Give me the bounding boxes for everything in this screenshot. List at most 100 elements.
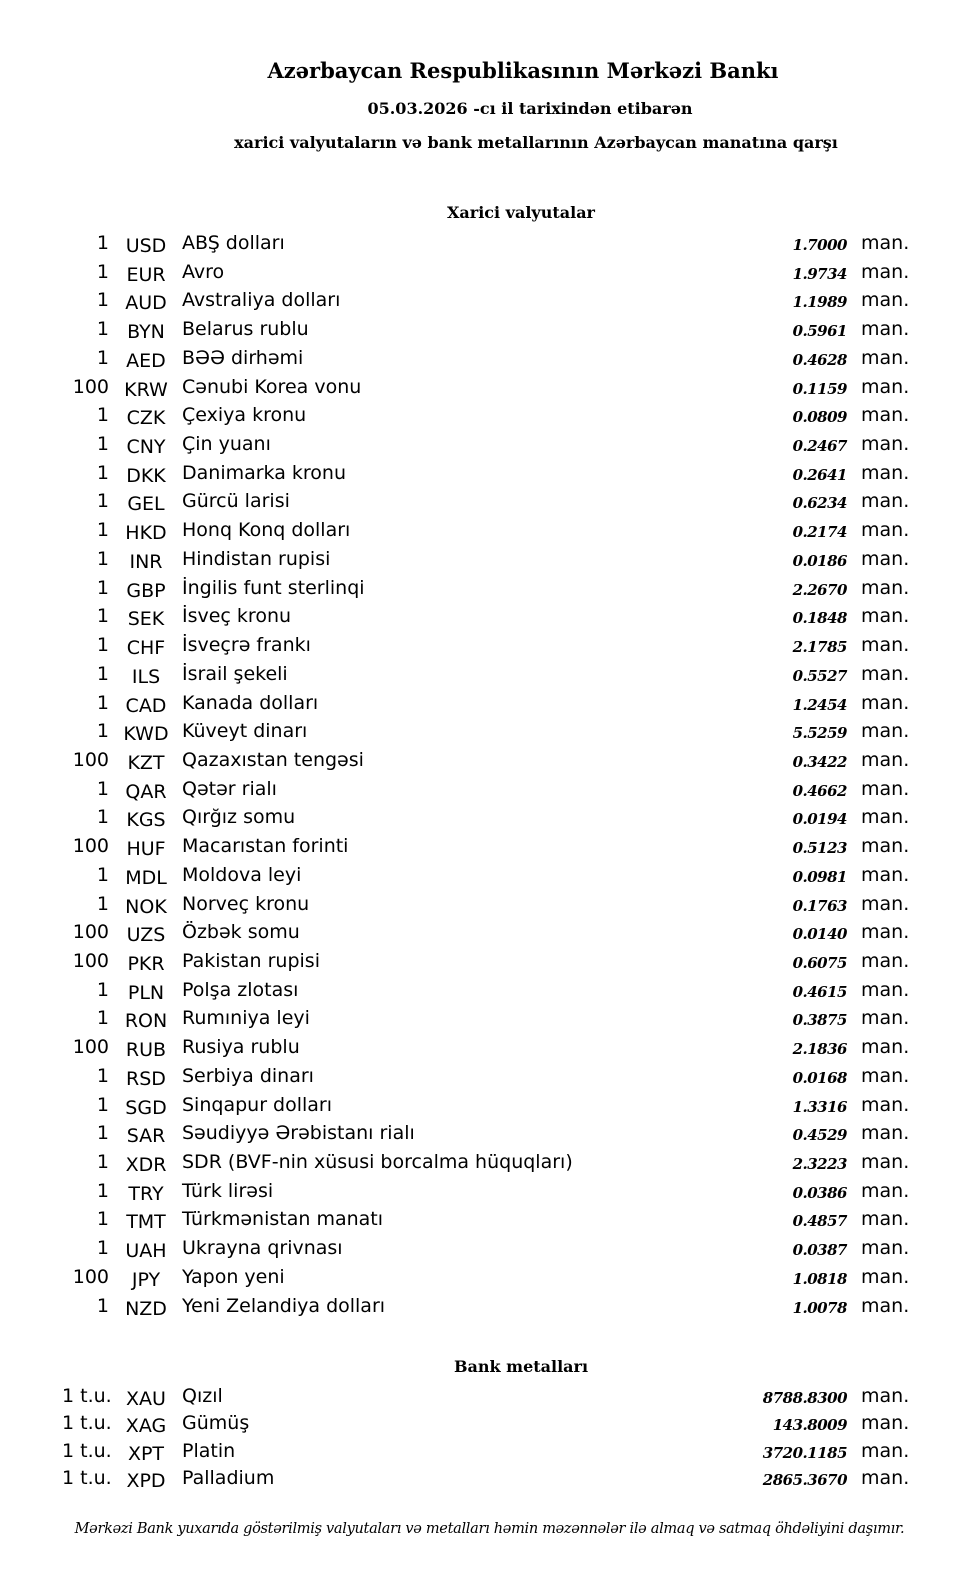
rate-cell: 0.1763 [792, 896, 848, 915]
name-cell: Moldova leyi [182, 863, 302, 886]
name-cell: Qazaxıstan tengəsi [182, 748, 364, 771]
code-cell: CNY [126, 436, 166, 459]
amount-cell: 1 [96, 576, 109, 599]
amount-cell: 1 [96, 490, 109, 513]
code-cell: KZT [127, 751, 165, 774]
rate-cell: 0.4615 [792, 982, 848, 1001]
metal-row: 1 t.u. XPT Platin 3720.1185 man. [0, 1438, 979, 1465]
name-cell: Rumıniya leyi [182, 1007, 310, 1030]
currency-row: 1 ILS İsrail şekeli 0.5527 man. [0, 661, 979, 690]
rate-cell: 1.7000 [792, 236, 848, 254]
unit-cell: man. [861, 892, 910, 915]
page-title: Azərbaycan Respublikasının Mərkəzi Bankı [267, 58, 779, 83]
currency-row: 1 SGD Sinqapur dolları 1.3316 man. [0, 1092, 979, 1121]
code-cell: CZK [126, 407, 166, 430]
code-cell: TRY [128, 1182, 164, 1205]
name-cell: Kanada dolları [182, 691, 319, 714]
rate-cell: 0.5527 [792, 666, 848, 685]
rate-cell: 1.2454 [792, 695, 848, 714]
name-cell: İsveçrə frankı [182, 634, 311, 657]
name-cell: Macarıstan forinti [182, 835, 349, 858]
unit-cell: man. [861, 949, 910, 972]
unit-cell: man. [861, 1385, 910, 1407]
name-cell: Hindistan rupisi [182, 547, 331, 570]
unit-cell: man. [861, 1064, 910, 1087]
unit-cell: man. [861, 662, 910, 685]
unit-cell: man. [861, 1151, 910, 1173]
amount-cell: 1 [96, 461, 109, 484]
currency-row: 100 KRW Cənubi Korea vonu 0.1159 man. [0, 374, 979, 403]
metals-list: 1 t.u. XAU Qızıl 8788.8300 man. 1 t.u. XAG Gümü… [0, 1383, 979, 1492]
unit-cell: man. [861, 720, 910, 743]
currency-row: 1 GEL Gürcü larisi 0.6234 man. [0, 488, 979, 517]
currency-row: 1 CAD Kanada dolları 1.2454 man. [0, 690, 979, 719]
unit-cell: man. [861, 260, 910, 283]
name-cell: İngilis funt sterlinqi [182, 576, 365, 599]
metal-row: 1 t.u. XAU Qızıl 8788.8300 man. [0, 1383, 979, 1410]
code-cell: AUD [125, 292, 167, 315]
amount-cell: 1 [96, 318, 109, 341]
date-line: 05.03.2026 -cı il tarixindən etibarən [367, 99, 693, 118]
unit-cell: man. [861, 232, 910, 254]
name-cell: Palladium [182, 1466, 275, 1489]
amount-cell: 1 [96, 777, 109, 800]
amount-cell: 1 [96, 289, 109, 312]
name-cell: Qırğız somu [182, 806, 296, 829]
rate-cell: 1.3316 [792, 1097, 848, 1116]
rate-cell: 0.0140 [792, 925, 848, 944]
unit-cell: man. [861, 1122, 910, 1145]
currency-row: 1 SEK İsveç kronu 0.1848 man. [0, 603, 979, 632]
code-cell: MDL [125, 866, 167, 889]
code-cell: PKR [127, 952, 165, 975]
currency-list: 1 USD ABŞ dolları 1.7000 man. 1 EUR Avro 1.9734 m… [0, 230, 979, 1321]
code-cell: HUF [126, 838, 166, 861]
unit-cell: man. [861, 1439, 910, 1462]
amount-cell: 1 [96, 806, 109, 829]
code-cell: XAU [126, 1388, 166, 1410]
rate-cell: 0.1159 [792, 379, 848, 398]
currency-row: 1 QAR Qətər rialı 0.4662 man. [0, 776, 979, 805]
rate-cell: 0.5961 [792, 322, 848, 341]
rate-cell: 0.4662 [792, 781, 848, 800]
name-cell: Türkmənistan manatı [182, 1208, 384, 1231]
code-cell: ILS [131, 665, 161, 688]
amount-cell: 100 [72, 835, 109, 858]
amount-cell: 1 [96, 1208, 109, 1231]
name-cell: Pakistan rupisi [182, 949, 320, 972]
unit-cell: man. [861, 1294, 910, 1317]
amount-cell: 1 [96, 260, 109, 283]
unit-cell: man. [861, 605, 910, 628]
code-cell: CAD [125, 694, 167, 717]
currency-row: 1 RSD Serbiya dinarı 0.0168 man. [0, 1063, 979, 1092]
unit-cell: man. [861, 1412, 910, 1435]
amount-cell: 1 t.u. [62, 1385, 112, 1407]
code-cell: GBP [126, 579, 166, 602]
name-cell: Serbiya dinarı [182, 1064, 314, 1087]
currency-row: 1 USD ABŞ dolları 1.7000 man. [0, 230, 979, 259]
amount-cell: 1 [96, 691, 109, 714]
rate-cell: 0.0386 [792, 1183, 848, 1202]
amount-cell: 1 t.u. [62, 1439, 112, 1462]
currency-row: 1 NZD Yeni Zelandiya dolları 1.0078 man. [0, 1293, 979, 1322]
rate-cell: 0.4857 [792, 1212, 848, 1231]
amount-cell: 1 [96, 978, 109, 1001]
metal-row: 1 t.u. XPD Palladium 2865.3670 man. [0, 1465, 979, 1492]
amount-cell: 1 [96, 1064, 109, 1087]
rate-cell: 1.9734 [792, 264, 848, 283]
amount-cell: 100 [72, 949, 109, 972]
currency-row: 1 GBP İngilis funt sterlinqi 2.2670 man. [0, 575, 979, 604]
name-cell: Sinqapur dolları [182, 1093, 333, 1116]
unit-cell: man. [861, 1093, 910, 1116]
name-cell: Çexiya kronu [182, 404, 307, 427]
code-cell: KWD [123, 723, 169, 746]
name-cell: Norveç kronu [182, 892, 310, 915]
rate-cell: 1.0078 [792, 1298, 848, 1317]
unit-cell: man. [861, 806, 910, 829]
amount-cell: 1 [96, 232, 109, 254]
name-cell: Yapon yeni [182, 1265, 285, 1288]
amount-cell: 1 [96, 346, 109, 369]
rate-cell: 0.0981 [792, 867, 848, 886]
name-cell: Danimarka kronu [182, 461, 347, 484]
amount-cell: 100 [72, 1036, 109, 1059]
code-cell: CHF [126, 637, 166, 660]
